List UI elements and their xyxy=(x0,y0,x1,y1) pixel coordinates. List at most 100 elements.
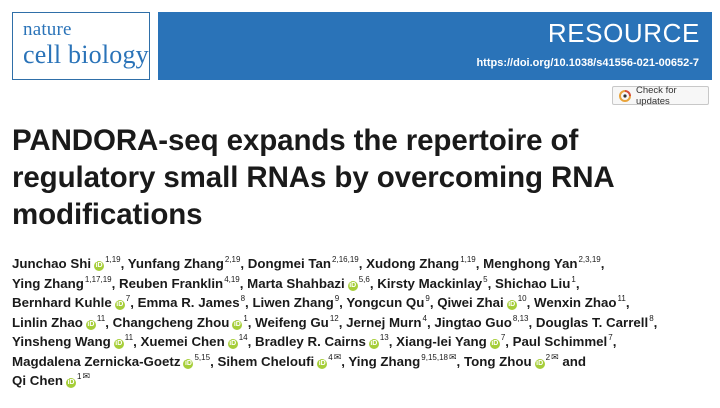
author-name[interactable]: Yongcun Qu9 xyxy=(346,294,430,311)
author-name-text: Kirsty Mackinlay xyxy=(377,275,483,291)
affiliation-number: 12 xyxy=(329,313,339,323)
author-name[interactable]: Yinsheng Wang iD11 xyxy=(12,334,133,349)
orcid-icon[interactable]: iD xyxy=(183,358,194,369)
author-name[interactable]: Xiang-lei Yang iD7 xyxy=(396,334,505,349)
author-separator: , xyxy=(339,295,347,310)
author-separator: , xyxy=(526,295,535,310)
author-name[interactable]: Ying Zhang1,17,19 xyxy=(12,275,112,291)
author-name-text: Dongmei Tan xyxy=(247,256,332,271)
orcid-icon[interactable]: iD xyxy=(85,319,96,330)
author-name[interactable]: Sihem Cheloufi iD4✉ xyxy=(217,351,342,369)
author-separator: , xyxy=(130,295,138,310)
author-name[interactable]: Linlin Zhao iD11 xyxy=(12,314,105,330)
affiliation-number: 4 xyxy=(422,313,427,323)
author-separator: , xyxy=(111,275,119,291)
author-name-text: Marta Shahbazi xyxy=(247,275,345,291)
orcid-icon[interactable]: iD xyxy=(232,319,243,330)
journal-logo[interactable]: nature cell biology xyxy=(12,12,150,80)
author-name[interactable]: Xuemei Chen iD14 xyxy=(140,333,248,349)
author-name-text: Xuemei Chen xyxy=(140,334,225,349)
author-name[interactable]: Tong Zhou iD2✉ xyxy=(464,351,559,369)
author-separator: , xyxy=(245,295,253,310)
affiliation-number: 5 xyxy=(483,274,488,284)
envelope-icon[interactable]: ✉ xyxy=(82,371,90,381)
orcid-icon[interactable]: iD xyxy=(94,261,105,271)
author-name[interactable]: Qiwei Zhai iD10 xyxy=(437,295,527,310)
author-name[interactable]: Menghong Yan2,3,19 xyxy=(483,256,601,272)
author-name[interactable]: Weifeng Gu12 xyxy=(255,313,339,330)
author-separator: , xyxy=(505,334,513,349)
orcid-icon[interactable]: iD xyxy=(227,339,238,349)
article-title: PANDORA-seq expands the repertoire of re… xyxy=(12,124,614,231)
author-separator: , xyxy=(369,275,378,291)
affiliation-number: 13 xyxy=(379,333,389,342)
orcid-icon[interactable]: iD xyxy=(506,300,517,310)
author-name[interactable]: Jingtao Guo8,13 xyxy=(434,314,528,330)
orcid-icon[interactable]: iD xyxy=(489,339,500,349)
orcid-icon[interactable]: iD xyxy=(534,358,545,369)
author-name-text: Magdalena Zernicka-Goetz xyxy=(12,353,181,369)
affiliation-number: 1 xyxy=(76,372,82,381)
affiliation-number: 7 xyxy=(608,333,613,342)
envelope-icon[interactable]: ✉ xyxy=(551,351,559,362)
author-separator: , xyxy=(388,334,397,349)
author-name[interactable]: Douglas T. Carrell8 xyxy=(536,314,654,330)
author-separator: , xyxy=(247,314,256,330)
doi-link[interactable]: https://doi.org/10.1038/s41556-021-00652… xyxy=(476,57,699,69)
author-separator: , xyxy=(456,353,464,369)
author-name[interactable]: Kirsty Mackinlay5 xyxy=(377,274,488,291)
author-name-text: Yongcun Qu xyxy=(346,295,425,310)
author-name-text: Liwen Zhang xyxy=(252,295,334,310)
author-name[interactable]: Qi Chen iD1✉ xyxy=(12,371,90,388)
author-name[interactable]: Bradley R. Cairns iD13 xyxy=(255,334,389,349)
affiliation-number: 4,19 xyxy=(224,274,240,284)
author-name-text: Qi Chen xyxy=(12,373,63,388)
author-name-text: Weifeng Gu xyxy=(255,314,329,330)
author-name-text: Ying Zhang xyxy=(12,275,84,291)
affiliation-number: 8 xyxy=(240,294,246,303)
author-name[interactable]: Marta Shahbazi iD5,6 xyxy=(247,275,370,291)
orcid-icon[interactable]: iD xyxy=(65,378,76,388)
orcid-icon[interactable]: iD xyxy=(114,300,125,310)
author-name-text: Paul Schimmel xyxy=(512,334,608,349)
author-name-text: Bernhard Kuhle xyxy=(12,295,112,310)
author-name[interactable]: Ying Zhang9,15,18✉ xyxy=(348,351,457,369)
check-for-updates-button[interactable]: Check for updates xyxy=(612,85,709,107)
author-name[interactable]: Junchao Shi iD1,19 xyxy=(12,256,121,271)
author-name[interactable]: Magdalena Zernicka-Goetz iD5,15 xyxy=(12,353,210,369)
author-separator: , xyxy=(487,275,496,291)
affiliation-number: 7 xyxy=(500,333,506,342)
author-name[interactable]: Yunfang Zhang2,19 xyxy=(128,256,241,272)
orcid-icon[interactable]: iD xyxy=(317,358,328,369)
author-name[interactable]: Dongmei Tan2,16,19 xyxy=(247,256,359,272)
affiliation-number: 14 xyxy=(238,333,248,342)
author-name-text: Changcheng Zhou xyxy=(112,314,230,330)
envelope-icon[interactable]: ✉ xyxy=(333,351,342,362)
author-separator: , xyxy=(429,295,438,310)
affiliation-number: 9 xyxy=(425,294,430,303)
author-name[interactable]: Changcheng Zhou iD1 xyxy=(112,314,248,330)
author-list: Junchao Shi iD1,19, Yunfang Zhang2,19, Do… xyxy=(12,254,718,391)
orcid-icon[interactable]: iD xyxy=(113,339,124,349)
affiliation-number: 9 xyxy=(334,294,340,303)
affiliation-number: 11 xyxy=(124,333,134,342)
author-name-text: Sihem Cheloufi xyxy=(217,353,315,369)
author-name[interactable]: Paul Schimmel7 xyxy=(512,333,613,350)
author-name[interactable]: Xudong Zhang1,19 xyxy=(366,256,476,272)
author-separator: , xyxy=(475,256,484,271)
author-name[interactable]: Wenxin Zhao11 xyxy=(534,295,626,311)
author-name[interactable]: Emma R. James8 xyxy=(138,294,246,311)
author-name[interactable]: Liwen Zhang9 xyxy=(252,294,340,311)
orcid-icon[interactable]: iD xyxy=(368,339,379,349)
author-name[interactable]: Shichao Liu1 xyxy=(495,275,576,291)
check-updates-icon xyxy=(619,89,631,102)
author-name-text: Yinsheng Wang xyxy=(12,334,111,349)
envelope-icon[interactable]: ✉ xyxy=(449,351,457,362)
journal-name-line2: cell biology xyxy=(23,40,149,69)
orcid-icon[interactable]: iD xyxy=(347,280,358,291)
author-name-text: Ying Zhang xyxy=(348,353,421,369)
author-name[interactable]: Jernej Murn4 xyxy=(346,313,427,330)
author-name-text: Bradley R. Cairns xyxy=(255,334,366,349)
author-name[interactable]: Bernhard Kuhle iD7 xyxy=(12,295,130,310)
author-name[interactable]: Reuben Franklin4,19 xyxy=(119,274,240,291)
